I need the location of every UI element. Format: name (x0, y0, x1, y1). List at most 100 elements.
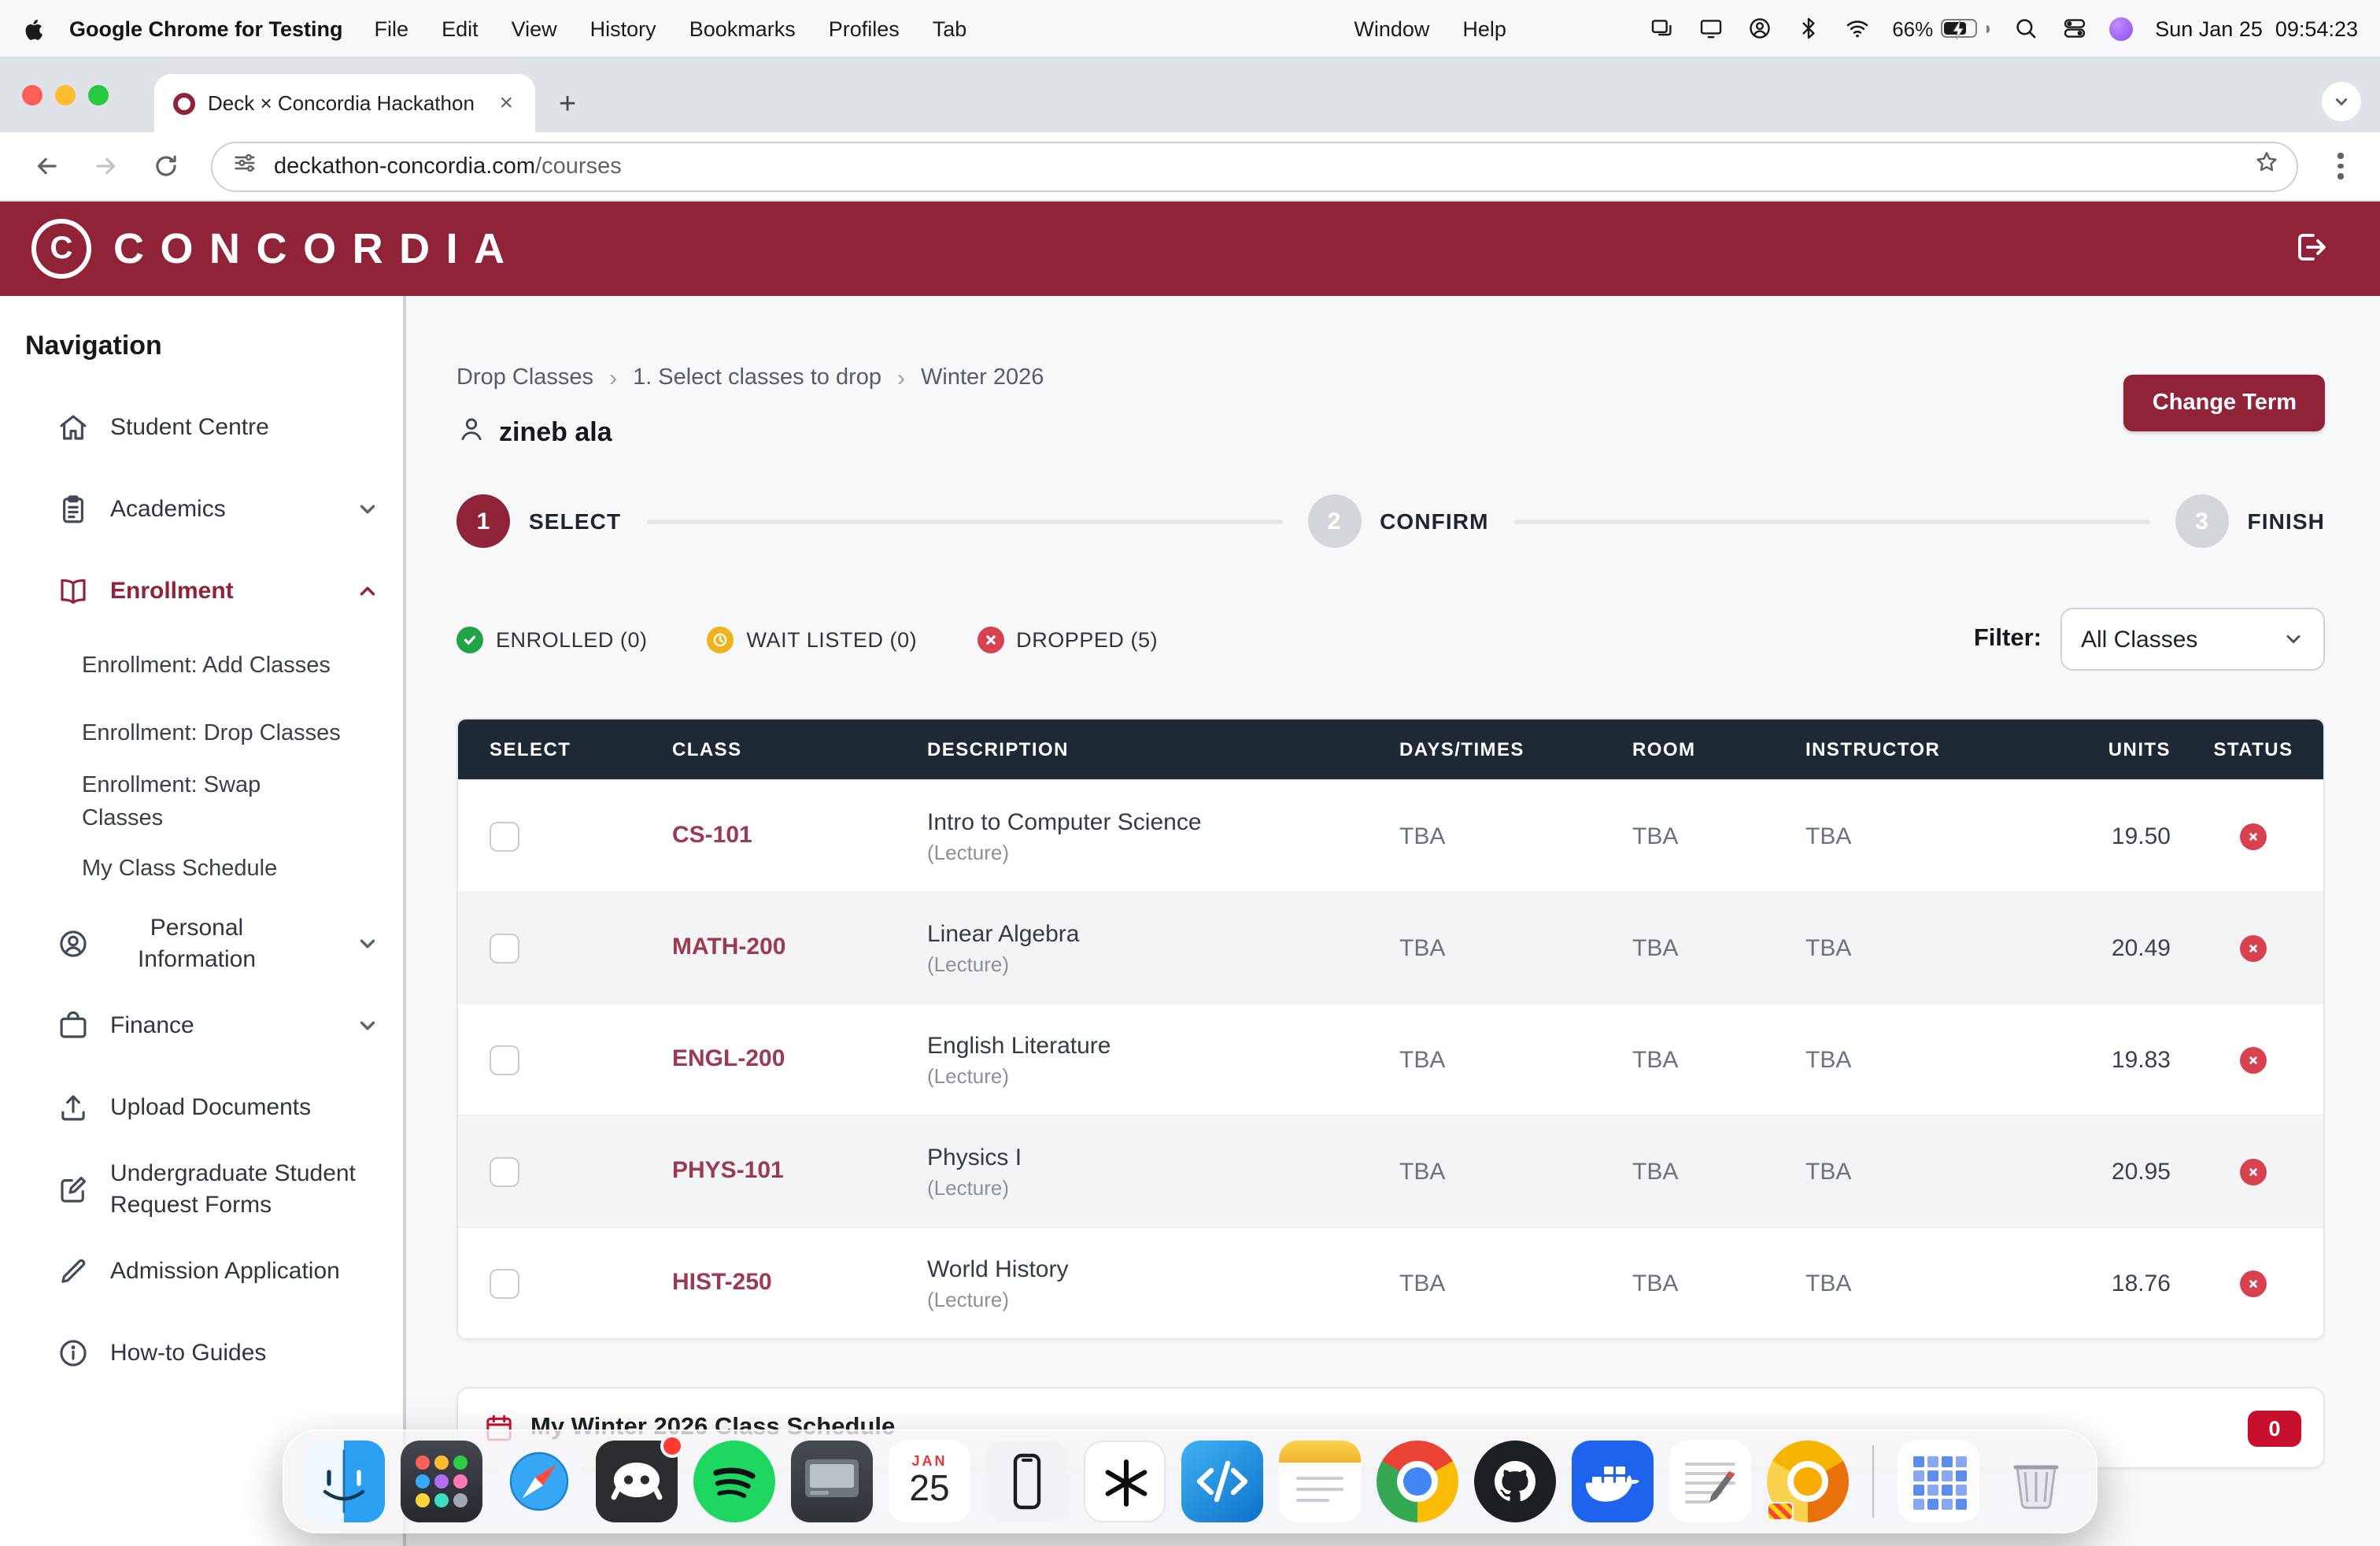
menu-window[interactable]: Window (1354, 17, 1430, 40)
close-window-button[interactable] (22, 85, 42, 105)
sidebar-item-label: Enrollment: Add Classes (82, 653, 331, 679)
menu-app-name[interactable]: Google Chrome for Testing (69, 17, 343, 40)
menu-help[interactable]: Help (1462, 17, 1506, 40)
dock-textedit-icon[interactable] (1669, 1441, 1751, 1522)
sidebar-item-academics[interactable]: Academics (0, 469, 403, 551)
sidebar-list: Student Centre Academics Enrollment Enrollm… (0, 387, 403, 1395)
sidebar-item-enrollment-swap-classes[interactable]: Enrollment: Swap Classes (0, 768, 403, 836)
sidebar-item-my-class-schedule[interactable]: My Class Schedule (0, 836, 403, 904)
filter-wait[interactable]: WAIT LISTED (0) (707, 626, 918, 653)
menu-file[interactable]: File (374, 17, 409, 40)
sidebar-item-admission-application[interactable]: Admission Application (0, 1231, 403, 1313)
column-header-room: ROOM (1632, 738, 1696, 760)
browser-tab[interactable]: Deck × Concordia Hackathon × (154, 74, 535, 132)
new-tab-button[interactable]: + (559, 88, 577, 121)
dock-chatgpt-icon[interactable] (1084, 1441, 1166, 1522)
class-checkbox[interactable] (490, 1268, 519, 1298)
apple-menu-icon[interactable] (22, 16, 47, 41)
menu-bar-clock[interactable]: Sun Jan 25 09:54:23 (2155, 17, 2358, 40)
sidebar-item-enrollment-add-classes[interactable]: Enrollment: Add Classes (0, 633, 403, 701)
class-checkbox[interactable] (490, 821, 519, 851)
change-term-button[interactable]: Change Term (2123, 375, 2325, 431)
class-code-link[interactable]: CS-101 (672, 822, 752, 849)
tab-close-icon[interactable]: × (499, 90, 513, 117)
dock-launchpad-icon[interactable] (401, 1441, 482, 1522)
sidebar-item-label: Upload Documents (110, 1093, 312, 1121)
sidebar-item-how-to-guides[interactable]: How-to Guides (0, 1313, 403, 1395)
forward-button[interactable] (82, 142, 129, 190)
menu-history[interactable]: History (589, 17, 656, 40)
logout-icon[interactable] (2292, 228, 2333, 269)
battery-icon (1941, 19, 1978, 39)
user-account-icon[interactable] (1746, 15, 1772, 42)
spotlight-icon[interactable] (2012, 15, 2038, 42)
breadcrumb-winter-2026[interactable]: Winter 2026 (921, 365, 1044, 390)
tab-search-chevron-icon[interactable] (2322, 82, 2361, 121)
dock-github-icon[interactable] (1474, 1441, 1556, 1522)
sidebar-item-label: Personal Information (137, 914, 257, 974)
minimize-window-button[interactable] (55, 85, 76, 105)
class-code-link[interactable]: ENGL-200 (672, 1045, 785, 1072)
battery-indicator[interactable]: 66% (1892, 17, 1990, 40)
concordia-logo[interactable]: C (31, 219, 91, 279)
assistant-app-icon[interactable] (2109, 17, 2134, 40)
class-checkbox[interactable] (490, 1045, 519, 1074)
dock-chrome-icon[interactable] (1377, 1441, 1458, 1522)
dock-discord-icon[interactable] (596, 1434, 684, 1522)
sidebar-item-finance[interactable]: Finance (0, 986, 403, 1067)
dock-finder-icon[interactable] (303, 1441, 385, 1522)
bookmark-star-icon[interactable] (2252, 148, 2281, 184)
dock-spotify-icon[interactable] (693, 1441, 775, 1522)
dock-calendar-icon[interactable]: JAN 25 (889, 1441, 970, 1522)
instructor-cell: TBA (1805, 1158, 1852, 1185)
sidebar-item-student-centre[interactable]: Student Centre (0, 387, 403, 469)
filter-enrolled[interactable]: ENROLLED (0) (456, 626, 648, 653)
dock-docker-icon[interactable] (1572, 1441, 1654, 1522)
menu-view[interactable]: View (511, 17, 557, 40)
menu-edit[interactable]: Edit (442, 17, 479, 40)
dock-trash-icon[interactable] (1995, 1441, 2077, 1522)
class-filter-select[interactable]: All Classes (2060, 608, 2325, 671)
class-checkbox[interactable] (490, 1156, 519, 1186)
sidebar-item-personal-information[interactable]: Personal Information (0, 904, 403, 986)
dock-safari-icon[interactable] (498, 1441, 580, 1522)
menu-tab[interactable]: Tab (932, 17, 967, 40)
window-manager-icon[interactable] (1648, 15, 1675, 42)
back-button[interactable] (22, 142, 69, 190)
dock-screenshot-app-icon[interactable] (791, 1441, 873, 1522)
control-center-icon[interactable] (2060, 15, 2087, 42)
sidebar-item-enrollment-drop-classes[interactable]: Enrollment: Drop Classes (0, 701, 403, 768)
wifi-icon[interactable] (1843, 15, 1870, 42)
chrome-menu-icon[interactable] (2323, 153, 2358, 179)
class-code-cell: ENGL-200 (641, 1045, 896, 1074)
browser-tab-strip: Deck × Concordia Hackathon × + (0, 58, 2380, 132)
dock-vscode-icon[interactable] (1181, 1441, 1263, 1522)
bluetooth-icon[interactable] (1794, 15, 1821, 42)
sidebar-item-label: Academics (110, 495, 226, 523)
wallet-icon (57, 1009, 91, 1044)
filter-dropped[interactable]: DROPPED (5) (977, 626, 1158, 653)
class-checkbox[interactable] (490, 933, 519, 963)
dock-chrome-testing-icon[interactable] (1767, 1441, 1849, 1522)
site-settings-icon[interactable] (231, 149, 258, 183)
class-code-link[interactable]: HIST-250 (672, 1269, 772, 1296)
instructor-cell: TBA (1805, 1046, 1852, 1073)
sidebar-item-enrollment[interactable]: Enrollment (0, 551, 403, 633)
menu-bookmarks[interactable]: Bookmarks (689, 17, 796, 40)
sidebar-item-upload-documents[interactable]: Upload Documents (0, 1067, 403, 1149)
class-code-link[interactable]: MATH-200 (672, 934, 786, 960)
breadcrumb-1-select-classes-to-drop[interactable]: 1. Select classes to drop (633, 365, 882, 390)
dock-grid-app-icon[interactable] (1898, 1441, 1979, 1522)
display-icon[interactable] (1697, 15, 1724, 42)
table-row: PHYS-101 Physics I (Lecture) TBA TBA TBA 20.95 (458, 1115, 2323, 1226)
sidebar-item-undergraduate-student-request-forms[interactable]: Undergraduate Student Request Forms (0, 1149, 403, 1231)
menu-profiles[interactable]: Profiles (828, 17, 900, 40)
dock-iphone-mirroring-icon[interactable] (986, 1441, 1068, 1522)
address-bar[interactable]: deckathon-concordia.com/courses (211, 141, 2298, 191)
class-code-link[interactable]: PHYS-101 (672, 1157, 784, 1184)
stepper-connector (646, 519, 1283, 523)
reload-button[interactable] (142, 142, 189, 190)
breadcrumb-drop-classes[interactable]: Drop Classes (456, 365, 594, 390)
dock-notes-icon[interactable] (1279, 1441, 1361, 1522)
zoom-window-button[interactable] (88, 85, 109, 105)
